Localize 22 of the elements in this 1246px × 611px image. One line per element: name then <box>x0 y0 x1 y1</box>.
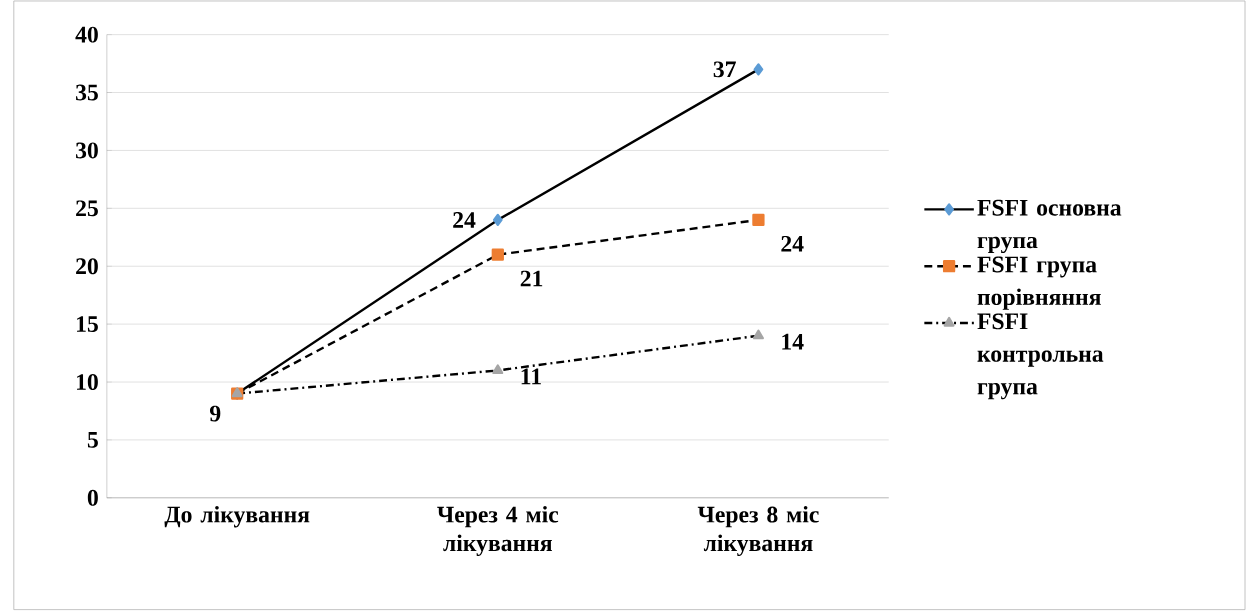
y-tick-label: 15 <box>77 316 98 333</box>
data-label: 9 <box>209 405 221 422</box>
legend-label: FSFI група порівняння <box>977 256 1101 311</box>
data-label: 21 <box>520 270 543 287</box>
data-label: 37 <box>713 61 736 78</box>
y-tick-label: 5 <box>87 432 98 448</box>
y-tick-label: 20 <box>76 258 98 275</box>
y-tick-label: 0 <box>87 490 98 506</box>
x-tick-label: Через 8 міс лікування <box>697 506 819 557</box>
y-tick-label: 25 <box>76 200 98 217</box>
legend-label: FSFI контрольна група <box>977 313 1104 400</box>
y-tick-label: 10 <box>77 374 98 391</box>
data-label: 24 <box>781 236 804 252</box>
y-tick-label: 40 <box>75 26 98 43</box>
data-label: 24 <box>453 212 476 228</box>
x-tick-label: Через 4 міс лікування <box>437 506 559 557</box>
y-tick-label: 35 <box>76 84 98 101</box>
y-tick-label: 30 <box>76 142 98 159</box>
legend-label: FSFI основна група <box>977 199 1122 254</box>
x-tick-label: До лікування <box>164 506 310 528</box>
data-label: 11 <box>521 368 541 385</box>
data-label: 14 <box>782 334 804 350</box>
